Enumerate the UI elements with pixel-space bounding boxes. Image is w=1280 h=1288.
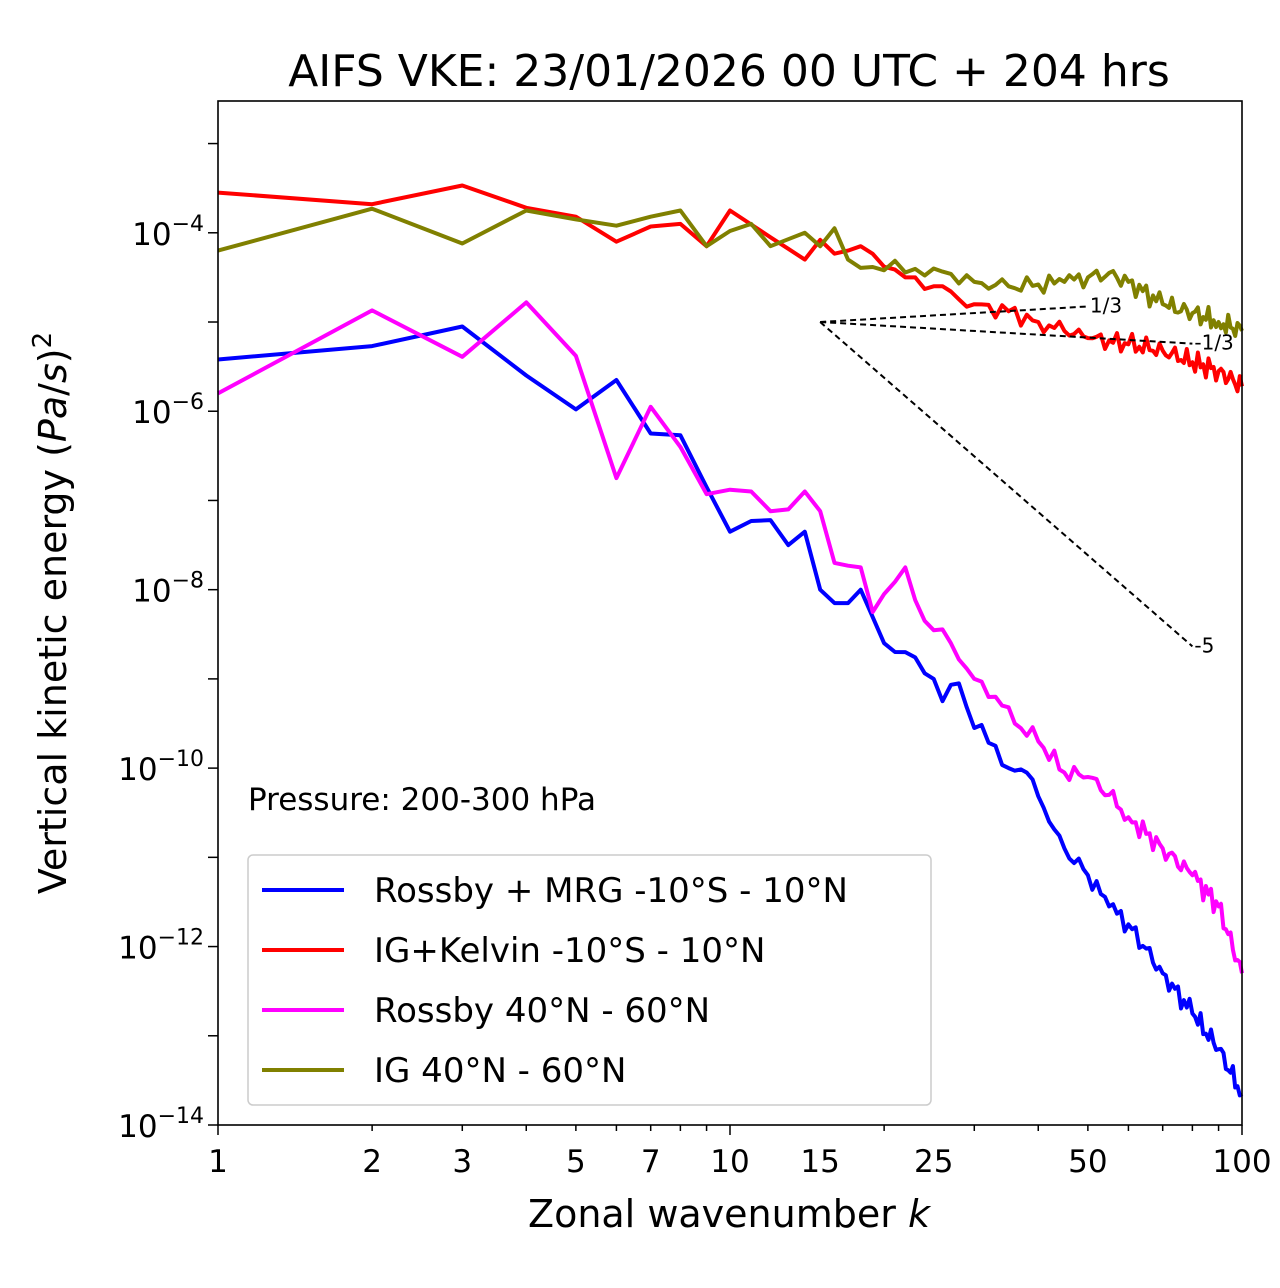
x-axis-ticks: 1 2 3 5 7 10 15 25 50 100 [208,1125,1272,1180]
x-tick-label-4: 7 [641,1144,661,1180]
legend-label-1: IG+Kelvin -10°S - 10°N [374,931,765,971]
y-tick-label-4: 10−6 [132,390,204,431]
reference-lines: 1/3 -1/3 -5 [819,293,1234,657]
y-tick-label-5: 10−4 [132,212,204,253]
series-line-3 [217,206,1244,338]
legend: Rossby + MRG -10°S - 10°N IG+Kelvin -10°S… [247,854,932,1106]
x-tick-label-8: 50 [1068,1144,1107,1180]
series-layer [217,183,1244,1098]
y-tick-label-3: 10−8 [132,569,204,610]
x-tick-label-1: 2 [362,1144,382,1180]
legend-label-0: Rossby + MRG -10°S - 10°N [374,871,848,911]
reference-label-0: 1/3 [1090,293,1122,317]
series-line-1 [217,183,1244,394]
legend-label-2: Rossby 40°N - 60°N [374,991,710,1031]
x-tick-label-2: 3 [452,1144,472,1180]
legend-label-3: IG 40°N - 60°N [374,1051,626,1091]
reference-label-2: -5 [1194,633,1214,657]
x-tick-label-7: 25 [914,1144,953,1180]
x-tick-label-5: 10 [710,1144,749,1180]
reference-line-1 [820,321,1193,345]
y-tick-label-1: 10−12 [118,926,204,967]
x-tick-label-9: 100 [1212,1144,1271,1180]
y-tick-label-2: 10−10 [118,747,204,788]
reference-line-2 [819,321,1194,648]
series-line-2 [217,300,1244,974]
pressure-annotation: Pressure: 200-300 hPa [248,782,596,818]
y-axis-label: Vertical kinetic energy (Pa/s)2 [28,332,75,894]
x-tick-label-0: 1 [208,1144,228,1180]
series-line-0 [217,324,1244,1098]
x-tick-label-3: 5 [566,1144,586,1180]
legend-box [247,854,932,1106]
y-tick-label-0: 10−14 [118,1104,204,1145]
reference-label-1: -1/3 [1194,331,1233,355]
reference-line-0 [820,305,1088,324]
chart-title: AIFS VKE: 23/01/2026 00 UTC + 204 hrs [288,46,1170,97]
y-axis-ticks: 10−14 10−12 10−10 10−8 10−6 10−4 [118,142,218,1145]
x-tick-label-6: 15 [800,1144,839,1180]
x-axis-label: Zonal wavenumber k [528,1192,932,1236]
